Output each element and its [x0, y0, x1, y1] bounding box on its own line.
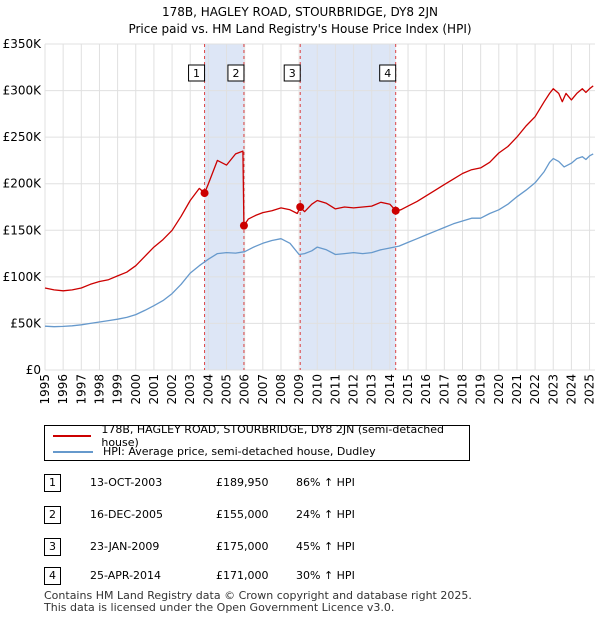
sale-callout-label: 1: [193, 67, 200, 80]
y-tick-label: £0: [26, 363, 41, 377]
series-lines: [44, 85, 594, 328]
x-tick-label: 2019: [474, 374, 488, 405]
y-tick-label: £200K: [3, 177, 43, 191]
sale-point: [200, 189, 209, 198]
sale-callouts: 1 2 3 4: [188, 64, 397, 82]
x-tick-label: 2023: [546, 374, 560, 405]
x-tick-label: 2005: [220, 374, 234, 405]
y-tick-label: £250K: [3, 130, 43, 144]
x-tick-label: 1999: [111, 374, 125, 405]
x-tick-label: 2009: [292, 374, 306, 405]
price-paid-line: [44, 85, 594, 292]
y-tick-label: £100K: [3, 270, 43, 284]
x-tick-label: 2024: [564, 374, 578, 405]
x-tick-label: 2025: [583, 374, 597, 405]
x-tick-label: 2001: [147, 374, 161, 405]
sale-callout-box: [379, 64, 397, 82]
x-tick-label: 1995: [38, 374, 52, 405]
chart-title: 178B, HAGLEY ROAD, STOURBRIDGE, DY8 2JN: [161, 5, 439, 19]
footer-licence: This data is licensed under the Open Gov…: [44, 601, 395, 614]
sale-callout: 4: [379, 64, 397, 82]
sale-callout-box: [227, 64, 245, 82]
x-tick-label: 1997: [74, 374, 88, 405]
sale-row: 2 16-DEC-2005 £155,000 24% ↑ HPI: [44, 506, 464, 524]
x-axis-labels: 1995 1996 1997 1998 1999 2000 2001 2002 2003 2004…: [38, 374, 597, 405]
sale-number: 2: [44, 506, 61, 524]
sale-row: 3 23-JAN-2009 £175,000 45% ↑ HPI: [44, 538, 464, 556]
sale-callout: 2: [227, 64, 245, 82]
sale-point: [296, 203, 305, 211]
y-tick-label: £300K: [3, 84, 43, 98]
x-tick-label: 2002: [165, 374, 179, 405]
sale-points: [200, 189, 400, 230]
y-tick-label: £150K: [3, 223, 43, 237]
legend-item-price: 178B, HAGLEY ROAD, STOURBRIDGE, DY8 2JN …: [53, 423, 469, 449]
x-tick-label: 1996: [56, 374, 70, 405]
grid-lines: [44, 43, 595, 371]
legend-swatch-price: [53, 434, 92, 437]
x-tick-label: 2014: [383, 374, 397, 405]
legend-label-price: 178B, HAGLEY ROAD, STOURBRIDGE, DY8 2JN …: [101, 422, 444, 449]
x-tick-label: 2022: [528, 374, 542, 405]
sale-price: £189,950: [216, 476, 269, 489]
sale-callout-label: 3: [289, 67, 296, 80]
x-tick-label: 2007: [256, 374, 270, 405]
sale-number: 1: [44, 474, 61, 492]
legend-swatch-hpi: [53, 450, 93, 453]
x-tick-label: 2011: [328, 374, 342, 405]
sale-date: 25-APR-2014: [90, 569, 162, 582]
sale-row: 1 13-OCT-2003 £189,950 86% ↑ HPI: [44, 474, 464, 492]
chart-title-block: 178B, HAGLEY ROAD, STOURBRIDGE, DY8 2JN …: [0, 4, 600, 38]
sale-row: 4 25-APR-2014 £171,000 30% ↑ HPI: [44, 567, 464, 585]
x-tick-label: 2021: [510, 374, 524, 405]
footer-copyright: Contains HM Land Registry data © Crown c…: [44, 589, 472, 602]
sale-number: 3: [44, 538, 61, 556]
y-tick-label: £50K: [10, 316, 42, 330]
x-tick-label: 2000: [129, 374, 143, 405]
sale-callout-box: [188, 64, 206, 82]
sale-point: [239, 221, 248, 230]
sale-price: £175,000: [216, 540, 269, 553]
x-tick-label: 2008: [274, 374, 288, 405]
sale-number: 4: [44, 567, 61, 585]
x-tick-label: 2010: [310, 374, 324, 405]
x-tick-label: 2006: [238, 374, 252, 405]
x-tick-label: 2016: [419, 374, 433, 405]
shaded-period: [204, 44, 244, 370]
sale-callout: 3: [283, 64, 301, 82]
x-tick-label: 2015: [401, 374, 415, 405]
sale-hpi-change: 30% ↑ HPI: [296, 569, 355, 582]
footer: Contains HM Land Registry data © Crown c…: [44, 590, 472, 614]
sale-hpi-change: 86% ↑ HPI: [296, 476, 355, 489]
sale-callout: 1: [188, 64, 206, 82]
chart-subtitle: Price paid vs. HM Land Registry's House …: [128, 22, 472, 36]
sale-callout-box: [283, 64, 301, 82]
x-tick-label: 2003: [183, 374, 197, 405]
sale-point: [391, 206, 400, 215]
hpi-line: [44, 153, 594, 328]
x-tick-label: 2017: [437, 374, 451, 405]
legend-label-hpi: HPI: Average price, semi-detached house,…: [103, 445, 376, 458]
y-axis-labels: £0 £50K £100K £150K £200K £250K £300K £350K: [3, 37, 43, 377]
sale-date: 16-DEC-2005: [90, 508, 164, 521]
sale-price: £155,000: [216, 508, 269, 521]
legend: 178B, HAGLEY ROAD, STOURBRIDGE, DY8 2JN …: [44, 423, 470, 461]
sale-hpi-change: 45% ↑ HPI: [296, 540, 355, 553]
x-tick-label: 2018: [455, 374, 469, 405]
x-tick-label: 2012: [347, 374, 361, 405]
sale-hpi-change: 24% ↑ HPI: [296, 508, 355, 521]
x-tick-label: 2013: [365, 374, 379, 405]
x-tick-label: 2004: [201, 374, 215, 405]
sale-date: 23-JAN-2009: [90, 540, 160, 553]
x-tick-label: 1998: [92, 374, 106, 405]
legend-item-hpi: HPI: Average price, semi-detached house,…: [53, 444, 376, 459]
sale-callout-label: 2: [232, 67, 239, 80]
price-chart: £0 £50K £100K £150K £200K £250K £300K £350K 199…: [3, 37, 597, 405]
y-tick-label: £350K: [3, 37, 43, 51]
sale-callout-label: 4: [384, 67, 391, 80]
sale-date: 13-OCT-2003: [90, 476, 163, 489]
x-tick-label: 2020: [492, 374, 506, 405]
sale-price: £171,000: [216, 569, 269, 582]
